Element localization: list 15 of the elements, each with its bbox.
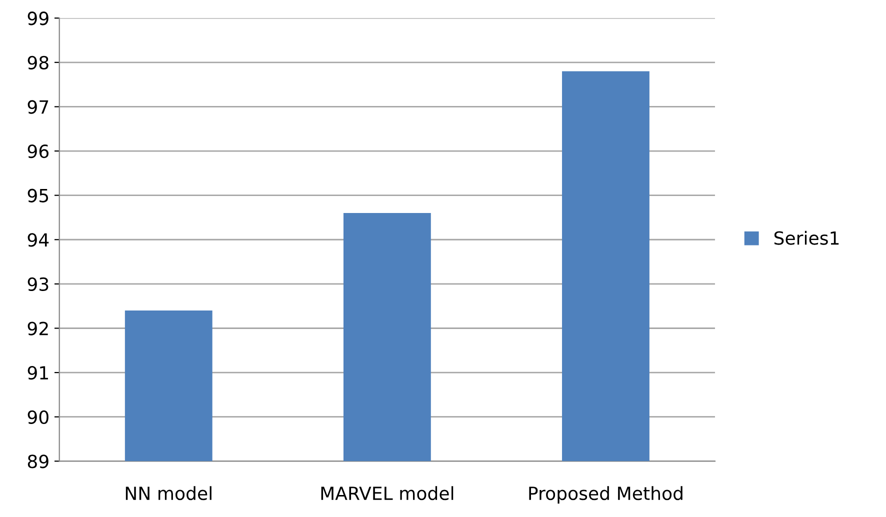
y-tick-label: 97	[28, 100, 48, 114]
legend-label: Series1	[774, 230, 839, 245]
y-tick-label: 98	[28, 56, 48, 70]
y-tick-label: 95	[28, 188, 48, 202]
y-tick-label: 92	[28, 322, 48, 336]
y-tick-label: 90	[28, 410, 48, 424]
y-tick-label: 91	[28, 366, 48, 380]
y-tick-label: 99	[28, 12, 48, 26]
y-tick-label: 89	[28, 454, 48, 468]
x-tick-label: NN model	[126, 486, 212, 500]
x-tick-label: Proposed Method	[529, 486, 682, 504]
x-tick-label: MARVEL model	[321, 486, 454, 500]
y-tick-label: 96	[28, 144, 48, 158]
y-tick-label: 94	[28, 233, 49, 247]
y-tick-label: 93	[28, 277, 48, 292]
